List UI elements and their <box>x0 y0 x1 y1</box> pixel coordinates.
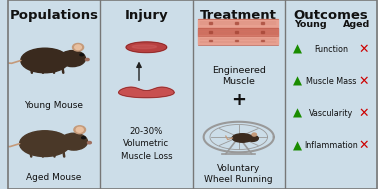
Text: Inflammation: Inflammation <box>304 141 358 150</box>
Ellipse shape <box>75 45 81 50</box>
Ellipse shape <box>87 141 91 144</box>
Bar <box>261 40 264 41</box>
Text: Treatment: Treatment <box>200 9 277 22</box>
Ellipse shape <box>76 127 83 132</box>
Text: ✕: ✕ <box>358 75 369 88</box>
Ellipse shape <box>232 134 253 142</box>
Circle shape <box>235 135 242 139</box>
Ellipse shape <box>35 132 62 140</box>
Bar <box>209 40 212 41</box>
Bar <box>235 22 238 24</box>
Text: ✕: ✕ <box>358 43 369 56</box>
Text: Injury: Injury <box>125 9 168 22</box>
Text: ✕: ✕ <box>358 107 369 120</box>
Text: Outcomes: Outcomes <box>294 9 369 22</box>
Ellipse shape <box>73 43 84 51</box>
Bar <box>209 31 212 33</box>
Ellipse shape <box>60 50 85 67</box>
Bar <box>198 19 277 27</box>
Text: ▲: ▲ <box>293 43 302 56</box>
Ellipse shape <box>60 133 87 150</box>
Text: Aged Mouse: Aged Mouse <box>26 173 82 182</box>
Text: ▲: ▲ <box>293 139 302 152</box>
Bar <box>209 22 212 24</box>
Ellipse shape <box>252 133 256 136</box>
Text: Young: Young <box>294 20 327 29</box>
Ellipse shape <box>21 48 69 73</box>
Text: Engineered
Muscle: Engineered Muscle <box>212 66 266 86</box>
Text: Populations: Populations <box>9 9 99 22</box>
Ellipse shape <box>247 135 258 141</box>
Text: Young Mouse: Young Mouse <box>25 101 84 110</box>
Polygon shape <box>119 87 174 98</box>
Circle shape <box>82 137 85 139</box>
Text: Voluntary
Wheel Running: Voluntary Wheel Running <box>204 164 273 184</box>
Polygon shape <box>132 45 156 49</box>
Text: ▲: ▲ <box>293 107 302 120</box>
Text: Muscle Mass: Muscle Mass <box>306 77 356 86</box>
Text: Function: Function <box>314 45 348 54</box>
Text: ✕: ✕ <box>358 139 369 152</box>
Text: Vascularity: Vascularity <box>309 109 353 118</box>
Bar <box>261 31 264 33</box>
Text: Aged: Aged <box>343 20 370 29</box>
Bar <box>198 36 277 44</box>
Ellipse shape <box>20 131 70 156</box>
Ellipse shape <box>85 58 89 61</box>
Bar <box>198 28 277 36</box>
Ellipse shape <box>36 49 62 57</box>
Ellipse shape <box>74 126 85 134</box>
Text: ▲: ▲ <box>293 75 302 88</box>
Text: +: + <box>231 91 246 109</box>
Text: 20-30%
Volumetric
Muscle Loss: 20-30% Volumetric Muscle Loss <box>121 127 172 161</box>
Bar <box>235 40 238 41</box>
Circle shape <box>80 54 84 56</box>
Bar <box>235 31 238 33</box>
Polygon shape <box>126 42 167 53</box>
Bar <box>261 22 264 24</box>
